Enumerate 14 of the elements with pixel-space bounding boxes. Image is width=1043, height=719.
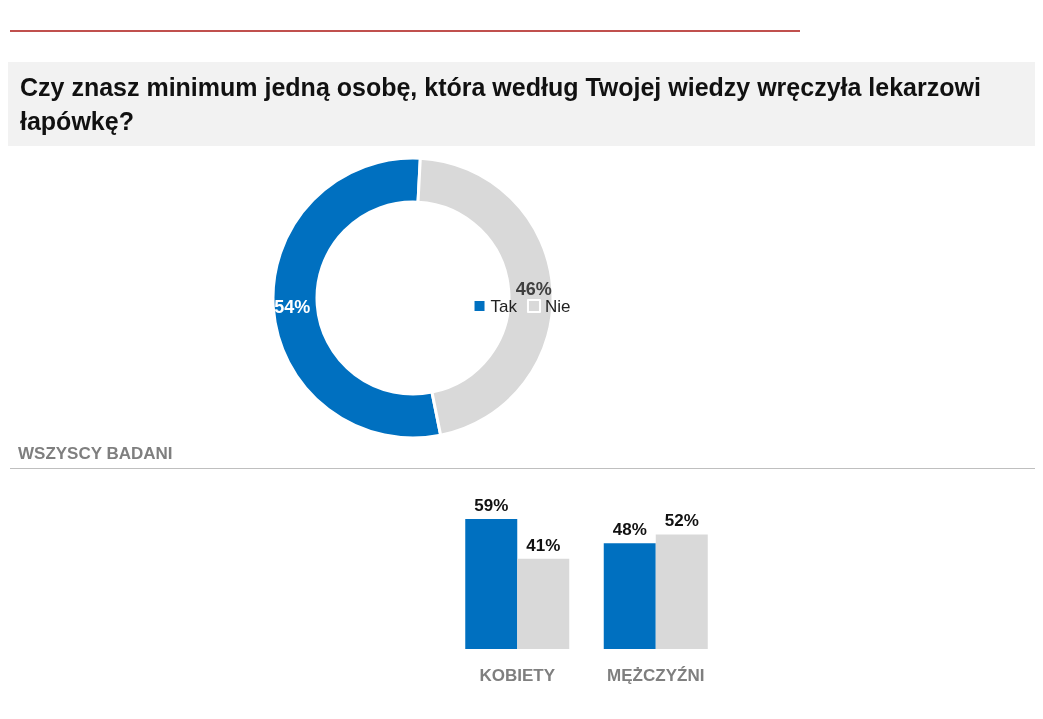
- data-label: 48%: [612, 520, 647, 540]
- bar: [465, 519, 518, 649]
- x-tick-label: MĘŻCZYŹNI: [607, 666, 705, 685]
- text: WSZYSCY BADANI: [18, 444, 173, 463]
- data-label: 41%: [526, 535, 561, 555]
- legend-label: Tak: [490, 296, 518, 316]
- x-tick-label: KOBIETY: [479, 666, 556, 685]
- bar: [655, 534, 708, 649]
- bar: [603, 543, 656, 649]
- data-label: 59%: [474, 496, 509, 515]
- chart-title: Czy znasz minimum jedną osobę, która według Twojej wiedzy wręczyła lekarzowi łapówkę?: [20, 73, 981, 135]
- bar: [517, 558, 570, 649]
- data-label: 54%: [274, 296, 311, 317]
- data-label: 52%: [664, 511, 699, 531]
